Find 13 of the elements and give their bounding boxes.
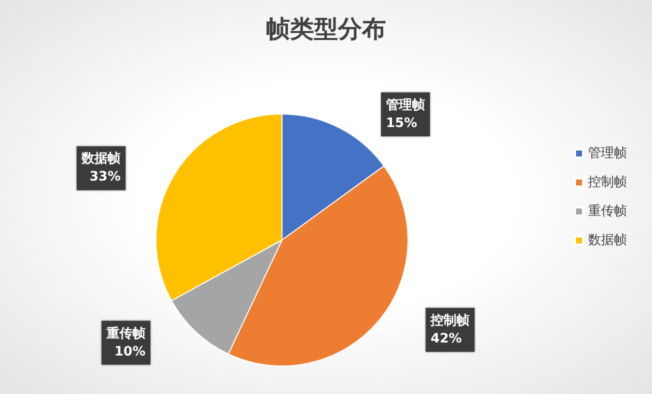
data-label: 10% [114, 344, 146, 360]
data-label: 15% [386, 116, 418, 131]
data-label: 33% [90, 170, 121, 185]
slice-label: 管理帧 [385, 98, 426, 113]
legend-label: 控制帧 [588, 175, 627, 190]
chart-title: 帧类型分布 [266, 15, 386, 43]
legend-label: 管理帧 [588, 146, 627, 161]
slice-label: 控制帧 [430, 313, 470, 328]
legend-label: 数据帧 [588, 233, 627, 248]
legend-label: 重传帧 [588, 204, 627, 219]
data-label: 42% [430, 331, 462, 346]
slice-label: 重传帧 [105, 325, 146, 342]
slice-label: 数据帧 [80, 152, 121, 167]
